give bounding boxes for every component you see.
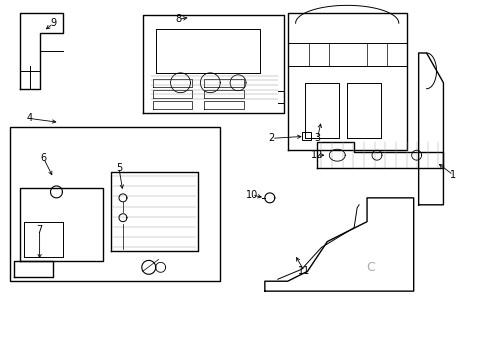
Text: C: C (367, 261, 375, 274)
Text: 12: 12 (311, 150, 323, 160)
Text: 8: 8 (175, 14, 182, 24)
Text: 1: 1 (450, 170, 457, 180)
Text: 6: 6 (41, 153, 47, 163)
Text: 11: 11 (298, 266, 311, 276)
Text: 5: 5 (116, 163, 122, 173)
Bar (301, 132, 312, 140)
Text: 10: 10 (246, 190, 258, 200)
Text: 7: 7 (36, 225, 43, 235)
Text: 3: 3 (315, 133, 320, 143)
Text: 2: 2 (269, 133, 275, 143)
Text: 9: 9 (50, 18, 56, 28)
Bar (10, 127, 220, 281)
Text: 4: 4 (26, 113, 33, 123)
